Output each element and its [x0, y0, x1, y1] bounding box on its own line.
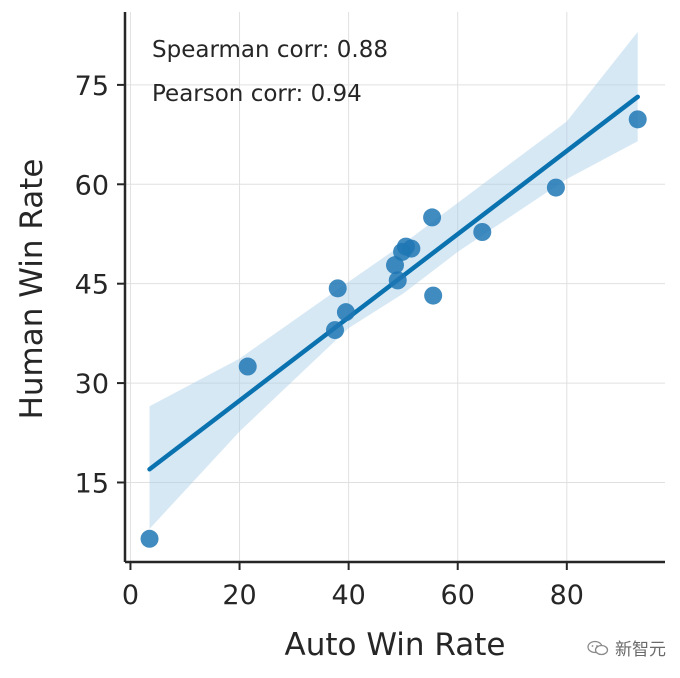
data-point-3 — [328, 279, 347, 298]
y-tick-label-2: 45 — [75, 270, 109, 301]
y-axis-ticks: 15 30 45 60 75 — [75, 71, 125, 499]
x-tick-label-2: 40 — [331, 580, 365, 611]
data-point-6 — [388, 271, 407, 290]
data-point-0 — [140, 529, 159, 548]
data-point-14 — [628, 110, 647, 129]
x-axis-ticks: 0 20 40 60 80 — [122, 562, 584, 611]
y-tick-label-1: 30 — [75, 369, 109, 400]
grid — [125, 12, 665, 562]
data-point-2 — [326, 321, 344, 340]
watermark-text: 新智元 — [615, 640, 666, 660]
data-point-10 — [423, 208, 442, 227]
y-tick-label-3: 60 — [75, 170, 109, 201]
data-point-5 — [386, 256, 404, 275]
x-tick-label-3: 60 — [441, 580, 475, 611]
y-tick-label-4: 75 — [75, 71, 109, 102]
x-tick-label-4: 80 — [550, 580, 584, 611]
wechat-icon — [587, 640, 609, 655]
data-point-13 — [546, 178, 565, 197]
y-tick-label-0: 15 — [75, 468, 109, 499]
pearson-annotation: Pearson corr: 0.94 — [152, 81, 362, 107]
x-axis-label: Auto Win Rate — [285, 627, 506, 663]
x-tick-label-1: 20 — [222, 580, 256, 611]
data-point-9 — [402, 239, 421, 258]
data-point-11 — [424, 286, 443, 305]
spearman-annotation: Spearman corr: 0.88 — [152, 37, 388, 63]
x-tick-label-0: 0 — [122, 580, 139, 611]
data-point-4 — [336, 303, 355, 322]
watermark: 新智元 — [587, 635, 666, 660]
data-point-12 — [473, 223, 492, 241]
data-point-1 — [238, 357, 257, 376]
data-points — [140, 110, 647, 548]
y-axis-label: Human Win Rate — [14, 159, 50, 420]
